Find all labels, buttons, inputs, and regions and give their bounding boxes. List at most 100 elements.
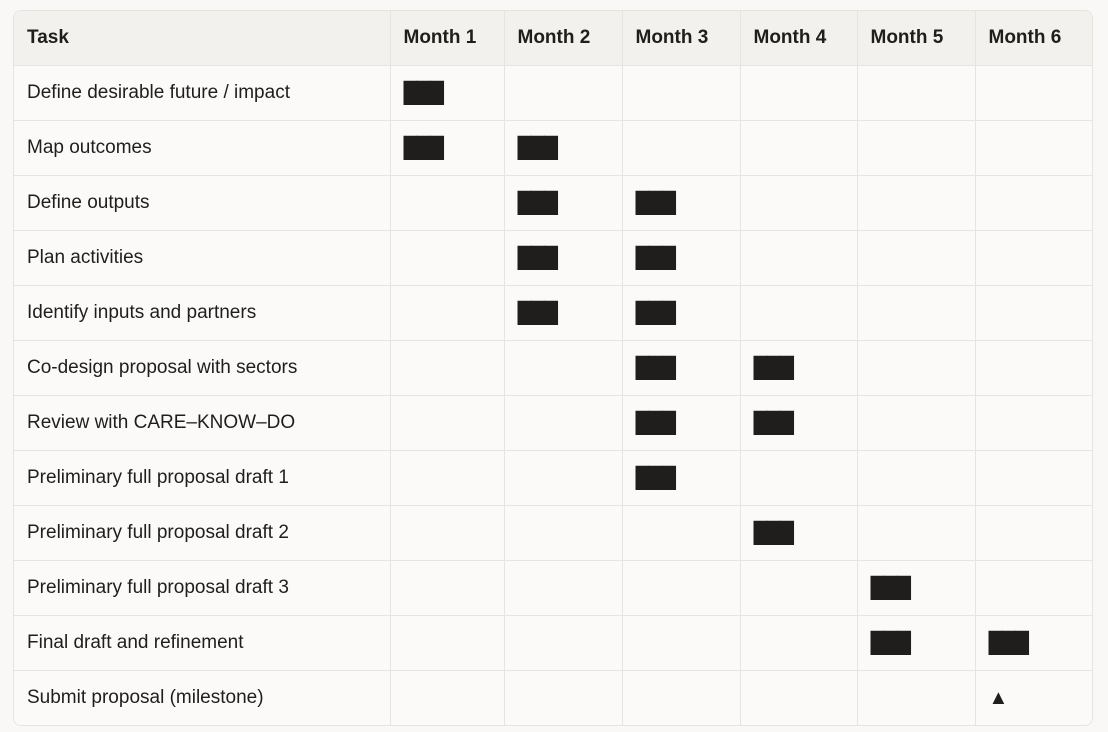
month-cell <box>857 670 976 725</box>
month-cell <box>975 230 1092 286</box>
table-row: Preliminary full proposal draft 1 ███ <box>14 450 1092 506</box>
month-cell <box>622 615 741 671</box>
header-cell: Month 3 <box>622 11 741 66</box>
table-row: Define desirable future / impact ███ <box>14 65 1092 121</box>
table-row: Final draft and refinement ███ ███ <box>14 615 1092 671</box>
month-cell: ███ <box>504 285 623 341</box>
task-cell: Preliminary full proposal draft 1 <box>14 450 391 506</box>
month-cell <box>975 175 1092 231</box>
month-cell <box>857 395 976 451</box>
month-cell <box>975 505 1092 561</box>
task-cell: Preliminary full proposal draft 2 <box>14 505 391 561</box>
month-cell <box>740 450 858 506</box>
month-cell <box>390 230 505 286</box>
month-cell <box>740 230 858 286</box>
table-row: Co-design proposal with sectors ███ ███ <box>14 340 1092 396</box>
task-cell: Define desirable future / impact <box>14 65 391 121</box>
header-cell: Month 6 <box>975 11 1092 66</box>
month-cell <box>740 175 858 231</box>
month-cell <box>740 560 858 616</box>
month-cell: ███ <box>622 395 741 451</box>
task-cell: Plan activities <box>14 230 391 286</box>
task-cell: Submit proposal (milestone) <box>14 670 391 725</box>
month-cell: ███ <box>740 340 858 396</box>
table-row: Submit proposal (milestone) ▲ <box>14 670 1092 725</box>
month-cell <box>857 505 976 561</box>
month-cell <box>390 560 505 616</box>
month-cell <box>390 670 505 725</box>
month-cell <box>622 65 741 121</box>
table-row: Preliminary full proposal draft 2 ███ <box>14 505 1092 561</box>
header-cell: Task <box>14 11 391 66</box>
month-cell <box>390 615 505 671</box>
month-cell <box>740 285 858 341</box>
month-cell <box>622 505 741 561</box>
task-cell: Review with CARE–KNOW–DO <box>14 395 391 451</box>
month-cell: ███ <box>622 450 741 506</box>
month-cell <box>975 395 1092 451</box>
month-cell <box>622 560 741 616</box>
header-cell: Month 5 <box>857 11 976 66</box>
month-cell <box>504 560 623 616</box>
task-cell: Define outputs <box>14 175 391 231</box>
month-cell <box>504 615 623 671</box>
header-cell: Month 4 <box>740 11 858 66</box>
month-cell <box>390 285 505 341</box>
month-cell <box>975 560 1092 616</box>
month-cell <box>390 395 505 451</box>
month-cell <box>740 65 858 121</box>
month-cell <box>622 120 741 176</box>
month-cell <box>390 340 505 396</box>
header-cell: Month 1 <box>390 11 505 66</box>
month-cell <box>857 230 976 286</box>
month-cell <box>857 120 976 176</box>
month-cell: ███ <box>622 285 741 341</box>
table-body: Define desirable future / impact ███ Map o… <box>14 65 1092 725</box>
month-cell: ███ <box>622 230 741 286</box>
month-cell <box>504 340 623 396</box>
month-cell <box>504 450 623 506</box>
month-cell: ███ <box>622 175 741 231</box>
task-cell: Final draft and refinement <box>14 615 391 671</box>
table-row: Identify inputs and partners ███ ███ <box>14 285 1092 341</box>
month-cell <box>390 505 505 561</box>
task-cell: Co-design proposal with sectors <box>14 340 391 396</box>
table-row: Plan activities ███ ███ <box>14 230 1092 286</box>
month-cell <box>975 65 1092 121</box>
month-cell <box>740 615 858 671</box>
month-cell <box>504 395 623 451</box>
month-cell: ███ <box>390 65 505 121</box>
month-cell <box>857 450 976 506</box>
task-cell: Preliminary full proposal draft 3 <box>14 560 391 616</box>
month-cell <box>622 670 741 725</box>
month-cell: ███ <box>857 615 976 671</box>
month-cell <box>975 450 1092 506</box>
month-cell <box>504 65 623 121</box>
month-cell <box>857 65 976 121</box>
month-cell: ███ <box>390 120 505 176</box>
table-row: Preliminary full proposal draft 3 ███ <box>14 560 1092 616</box>
header-cell: Month 2 <box>504 11 623 66</box>
month-cell <box>857 175 976 231</box>
month-cell <box>857 340 976 396</box>
month-cell <box>504 670 623 725</box>
month-cell <box>857 285 976 341</box>
table-row: Review with CARE–KNOW–DO ███ ███ <box>14 395 1092 451</box>
month-cell <box>504 505 623 561</box>
month-cell: ███ <box>857 560 976 616</box>
month-cell <box>390 175 505 231</box>
month-cell: ███ <box>504 230 623 286</box>
month-cell: ███ <box>504 120 623 176</box>
month-cell: ███ <box>504 175 623 231</box>
month-cell: ▲ <box>975 670 1092 725</box>
month-cell <box>390 450 505 506</box>
month-cell <box>975 285 1092 341</box>
month-cell <box>740 670 858 725</box>
month-cell: ███ <box>740 395 858 451</box>
month-cell: ███ <box>740 505 858 561</box>
table-row: Define outputs ███ ███ <box>14 175 1092 231</box>
